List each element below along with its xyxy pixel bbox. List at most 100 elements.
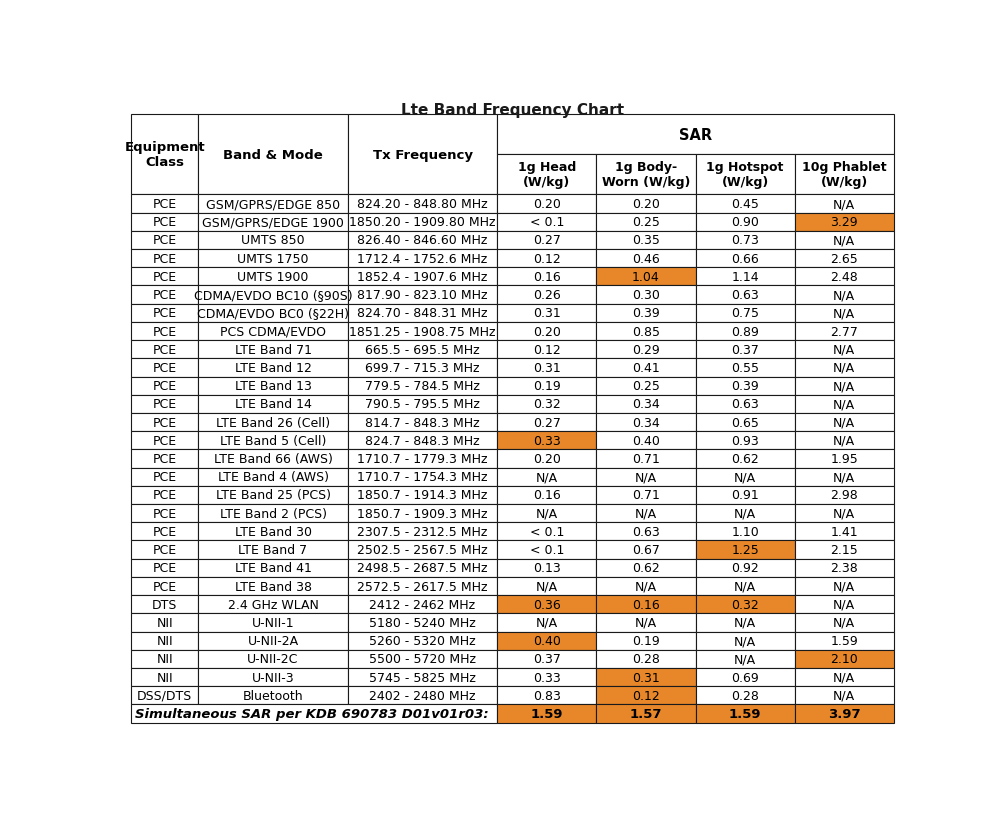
Text: 0.16: 0.16 (533, 489, 561, 502)
Bar (131, 286, 198, 305)
Bar (497, 613, 596, 631)
Bar (596, 704, 696, 722)
Bar (696, 432, 795, 450)
Bar (497, 468, 596, 486)
Text: 1.04: 1.04 (632, 270, 660, 283)
Bar (795, 595, 894, 613)
Text: DTS: DTS (152, 598, 177, 611)
Bar (198, 595, 348, 613)
Text: 0.32: 0.32 (731, 598, 759, 611)
Bar (596, 668, 696, 686)
Bar (795, 377, 894, 396)
Text: 1.95: 1.95 (830, 452, 858, 465)
Text: LTE Band 4 (AWS): LTE Band 4 (AWS) (218, 471, 329, 484)
Bar (596, 541, 696, 559)
Bar (497, 541, 596, 559)
Text: 5745 - 5825 MHz: 5745 - 5825 MHz (369, 671, 476, 684)
Text: 0.12: 0.12 (533, 343, 561, 356)
Bar (696, 214, 795, 232)
Bar (795, 232, 894, 250)
Text: 2572.5 - 2617.5 MHz: 2572.5 - 2617.5 MHz (357, 580, 488, 593)
Bar (795, 323, 894, 341)
Text: N/A: N/A (833, 598, 855, 611)
Text: PCE: PCE (153, 580, 177, 593)
Bar (696, 286, 795, 305)
Text: LTE Band 5 (Cell): LTE Band 5 (Cell) (220, 434, 326, 447)
Bar (198, 505, 348, 523)
Bar (497, 268, 596, 286)
Text: 824.70 - 848.31 MHz: 824.70 - 848.31 MHz (357, 307, 488, 320)
Bar (497, 577, 596, 595)
Text: Simultaneous SAR per KDB 690783 D01v01r03:: Simultaneous SAR per KDB 690783 D01v01r0… (135, 707, 489, 720)
Text: 0.41: 0.41 (632, 361, 660, 374)
Text: 1.59: 1.59 (830, 635, 858, 647)
Bar (596, 155, 696, 195)
Bar (596, 377, 696, 396)
Text: 814.7 - 848.3 MHz: 814.7 - 848.3 MHz (365, 416, 480, 429)
Text: 2498.5 - 2687.5 MHz: 2498.5 - 2687.5 MHz (357, 562, 488, 575)
Bar (596, 468, 696, 486)
Text: 1710.7 - 1754.3 MHz: 1710.7 - 1754.3 MHz (357, 471, 488, 484)
Bar (198, 432, 348, 450)
Text: 699.7 - 715.3 MHz: 699.7 - 715.3 MHz (365, 361, 480, 374)
Bar (795, 559, 894, 577)
Text: N/A: N/A (833, 343, 855, 356)
Bar (696, 468, 795, 486)
Bar (131, 613, 198, 631)
Bar (131, 505, 198, 523)
Bar (198, 577, 348, 595)
Bar (198, 195, 348, 214)
Bar (198, 214, 348, 232)
Bar (696, 704, 795, 722)
Bar (696, 559, 795, 577)
Text: 0.39: 0.39 (632, 307, 660, 320)
Bar (348, 631, 497, 650)
Text: LTE Band 12: LTE Band 12 (235, 361, 311, 374)
Bar (131, 523, 198, 541)
Text: NII: NII (156, 653, 173, 666)
Bar (497, 631, 596, 650)
Text: 1712.4 - 1752.6 MHz: 1712.4 - 1752.6 MHz (357, 252, 488, 265)
Bar (198, 631, 348, 650)
Text: 1.59: 1.59 (531, 707, 563, 720)
Text: LTE Band 7: LTE Band 7 (238, 544, 308, 556)
Bar (348, 541, 497, 559)
Bar (497, 432, 596, 450)
Bar (198, 559, 348, 577)
Bar (596, 505, 696, 523)
Text: 0.71: 0.71 (632, 452, 660, 465)
Text: 0.89: 0.89 (731, 325, 759, 338)
Text: N/A: N/A (734, 653, 756, 666)
Text: LTE Band 71: LTE Band 71 (235, 343, 312, 356)
Text: 0.16: 0.16 (632, 598, 660, 611)
Bar (497, 195, 596, 214)
Bar (348, 305, 497, 323)
Text: N/A: N/A (734, 507, 756, 520)
Bar (497, 232, 596, 250)
Text: Band & Mode: Band & Mode (223, 149, 323, 161)
Bar (696, 250, 795, 268)
Text: Equipment
Class: Equipment Class (124, 141, 205, 170)
Bar (131, 686, 198, 704)
Bar (696, 650, 795, 668)
Bar (795, 268, 894, 286)
Bar (596, 686, 696, 704)
Text: 824.7 - 848.3 MHz: 824.7 - 848.3 MHz (365, 434, 480, 447)
Bar (348, 559, 497, 577)
Text: 1850.7 - 1914.3 MHz: 1850.7 - 1914.3 MHz (357, 489, 488, 502)
Bar (131, 396, 198, 414)
Bar (596, 286, 696, 305)
Bar (198, 323, 348, 341)
Text: PCE: PCE (153, 252, 177, 265)
Text: N/A: N/A (635, 471, 657, 484)
Bar (696, 523, 795, 541)
Text: N/A: N/A (635, 580, 657, 593)
Bar (131, 359, 198, 377)
Text: NII: NII (156, 616, 173, 629)
Text: N/A: N/A (734, 616, 756, 629)
Text: 826.40 - 846.60 MHz: 826.40 - 846.60 MHz (357, 234, 488, 247)
Text: 0.62: 0.62 (731, 452, 759, 465)
Text: UMTS 850: UMTS 850 (241, 234, 305, 247)
Text: 0.39: 0.39 (731, 380, 759, 392)
Text: 0.66: 0.66 (731, 252, 759, 265)
